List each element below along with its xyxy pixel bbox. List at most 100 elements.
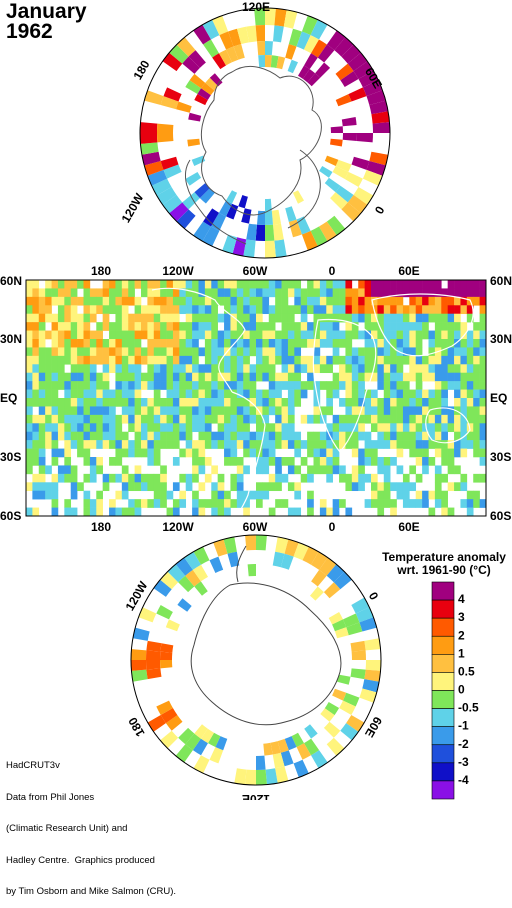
anomaly-cell [358,372,365,382]
anomaly-cell [428,296,436,306]
anomaly-cell [45,296,52,306]
anomaly-cell [265,198,272,211]
anomaly-cell [121,490,129,500]
anomaly-cell [377,431,385,441]
anomaly-cell [77,406,84,416]
anomaly-cell [466,280,474,289]
anomaly-cell [371,111,390,124]
anomaly-cell [89,339,97,348]
anomaly-cell [304,738,320,756]
anomaly-cell [128,280,135,289]
anomaly-cell [268,389,276,399]
anomaly-cell [347,194,368,214]
anomaly-cell [185,355,193,365]
anomaly-cell [109,431,116,441]
anomaly-cell [313,448,321,458]
anomaly-cell [291,732,304,747]
anomaly-cell [326,398,333,407]
anomaly-cell [339,313,346,323]
anomaly-cell [275,305,282,315]
anomaly-cell [265,224,275,242]
anomaly-cell [243,490,250,500]
legend-tick-label: 3 [458,610,465,624]
anomaly-cell [192,347,199,357]
anomaly-cell [415,389,423,399]
anomaly-cell [172,398,180,407]
anomaly-cell [288,28,302,47]
anomaly-cell [332,313,340,323]
legend-title-line1: Temperature anomaly [382,550,506,564]
anomaly-cell [441,414,448,424]
anomaly-cell [262,406,270,416]
anomaly-cell [115,339,123,348]
anomaly-cell [409,440,417,449]
anomaly-cell [281,296,289,306]
anomaly-cell [479,288,487,298]
anomaly-cell [172,431,180,441]
anomaly-cell [153,288,161,298]
anomaly-cell [134,381,142,390]
anomaly-cell [169,44,189,64]
anomaly-cell [307,499,314,508]
anomaly-cell [409,305,417,315]
anomaly-cell [236,398,244,407]
south-lon-label-180: 180 [125,715,147,740]
anomaly-cell [313,347,321,357]
anomaly-cell [345,280,353,289]
anomaly-cell [383,490,391,500]
anomaly-cell [236,355,244,365]
anomaly-cell [434,322,442,331]
anomaly-cell [371,490,378,500]
anomaly-cell [383,440,391,449]
anomaly-cell [307,73,321,87]
anomaly-cell [281,372,289,382]
anomaly-cell [434,296,442,306]
anomaly-cell [428,288,436,298]
anomaly-cell [441,389,448,399]
anomaly-cell [45,381,52,390]
anomaly-cell [359,617,377,632]
anomaly-cell [83,296,91,306]
anomaly-cell [332,448,340,458]
anomaly-cell [319,330,327,340]
anomaly-cell [479,347,487,357]
anomaly-cell [38,398,46,407]
anomaly-cell [285,44,297,60]
anomaly-cell [422,440,429,449]
anomaly-cell [51,339,59,348]
anomaly-cell [307,296,314,306]
anomaly-cell [313,431,321,441]
anomaly-cell [332,457,340,466]
anomaly-cell [89,372,97,382]
anomaly-cell [313,398,321,407]
anomaly-cell [230,440,238,449]
anomaly-cell [51,280,59,289]
anomaly-cell [287,305,295,315]
anomaly-cell [121,355,129,365]
anomaly-cell [383,423,391,433]
anomaly-cell [340,723,359,741]
anomaly-cell [275,339,282,348]
anomaly-cell [51,507,59,517]
anomaly-cell [145,650,161,660]
anomaly-cell [249,296,257,306]
lat-label-eq: EQ [490,391,507,405]
anomaly-cell [326,313,333,323]
anomaly-cell [160,571,179,590]
anomaly-cell [64,457,72,466]
anomaly-cell [51,431,59,441]
anomaly-cell [200,728,214,744]
lat-label-30s: 30S [490,450,511,464]
anomaly-cell [428,355,436,365]
anomaly-cell [335,159,352,172]
anomaly-cell [466,406,474,416]
legend-tick-label: -4 [458,773,469,787]
anomaly-cell [26,431,33,441]
anomaly-cell [364,669,381,682]
legend-swatch [431,617,455,637]
anomaly-cell [473,414,480,424]
anomaly-cell [96,423,103,433]
lon-label-60e: 60E [398,520,419,534]
anomaly-cell [281,423,289,433]
anomaly-cell [473,406,480,416]
